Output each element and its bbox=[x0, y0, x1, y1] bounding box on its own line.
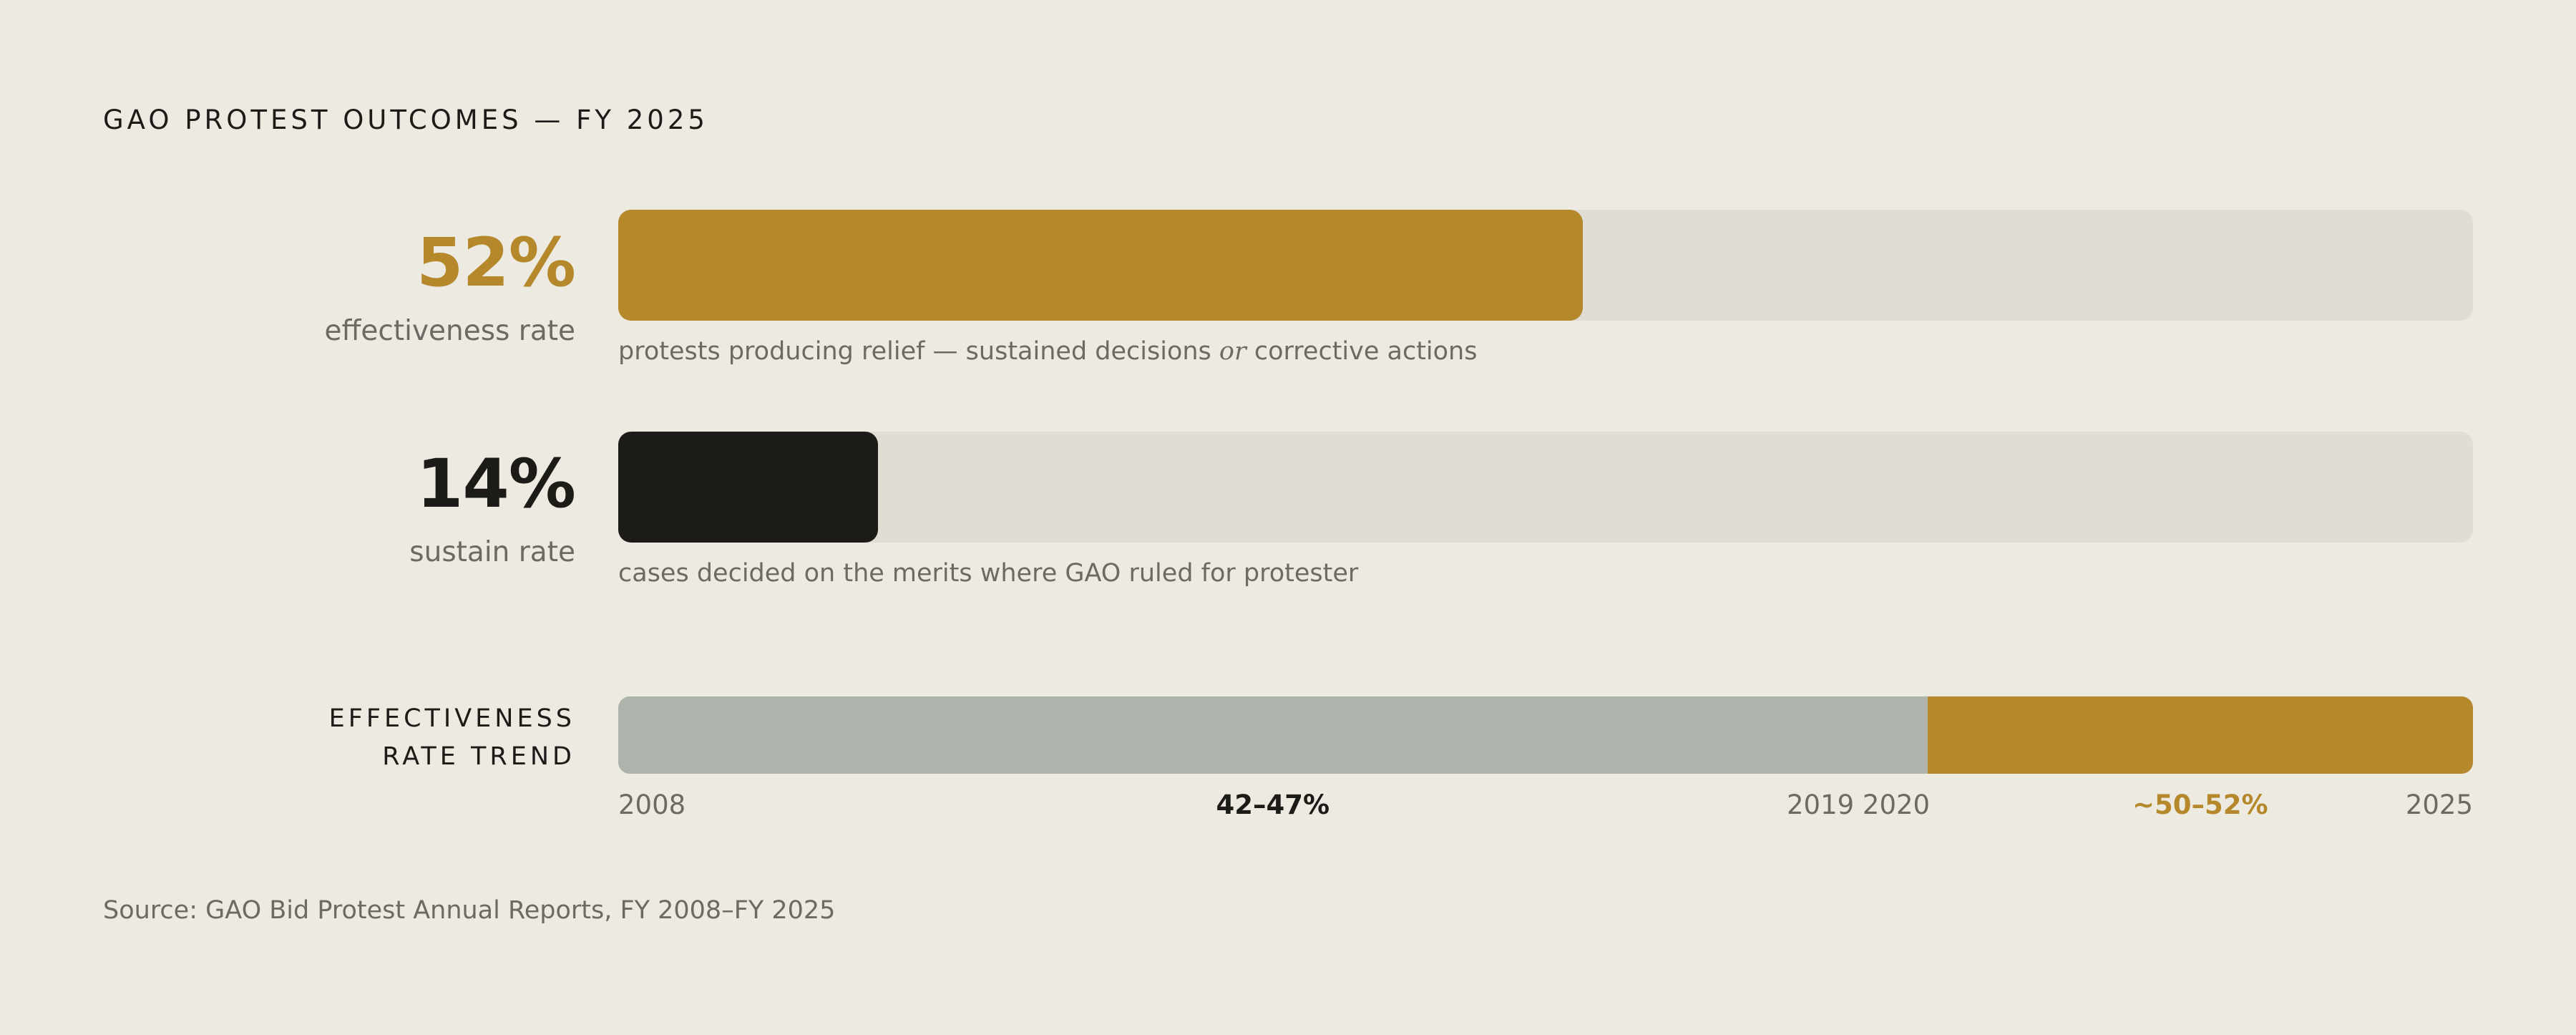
caption-text-before: protests producing relief — sustained de… bbox=[618, 337, 1219, 366]
source-note: Source: GAO Bid Protest Annual Reports, … bbox=[103, 896, 836, 925]
caption-emphasis: or bbox=[1219, 337, 1246, 366]
period-label-early: 42–47% bbox=[1216, 789, 1330, 820]
trend-label-line-2: RATE TREND bbox=[382, 742, 575, 771]
trend-bar bbox=[618, 696, 2473, 774]
effectiveness-rate-caption: protests producing relief — sustained de… bbox=[618, 335, 1477, 368]
trend-label: EFFECTIVENESS RATE TREND bbox=[329, 700, 575, 776]
chart-title: GAO PROTEST OUTCOMES — FY 2025 bbox=[103, 105, 708, 135]
sustain-rate-track bbox=[618, 432, 2473, 543]
sustain-rate-label: sustain rate bbox=[409, 536, 575, 568]
sustain-rate-caption: cases decided on the merits where GAO ru… bbox=[618, 559, 1359, 588]
effectiveness-rate-value: 52% bbox=[416, 224, 576, 302]
trend-segment-2020-2025 bbox=[1927, 696, 2473, 774]
period-label-recent: ~50–52% bbox=[2132, 789, 2268, 820]
effectiveness-rate-bar bbox=[618, 210, 1583, 321]
trend-label-line-1: EFFECTIVENESS bbox=[328, 704, 575, 733]
axis-label-middle: 2019 2020 bbox=[1787, 789, 1931, 820]
effectiveness-rate-label: effectiveness rate bbox=[324, 315, 575, 347]
axis-label-end: 2025 bbox=[2405, 789, 2473, 820]
effectiveness-rate-track bbox=[618, 210, 2473, 321]
axis-label-start: 2008 bbox=[618, 789, 686, 820]
caption-text-after: corrective actions bbox=[1246, 337, 1478, 366]
sustain-rate-bar bbox=[618, 432, 878, 543]
trend-segment-2008-2019 bbox=[618, 696, 1928, 774]
sustain-rate-value: 14% bbox=[416, 445, 576, 523]
